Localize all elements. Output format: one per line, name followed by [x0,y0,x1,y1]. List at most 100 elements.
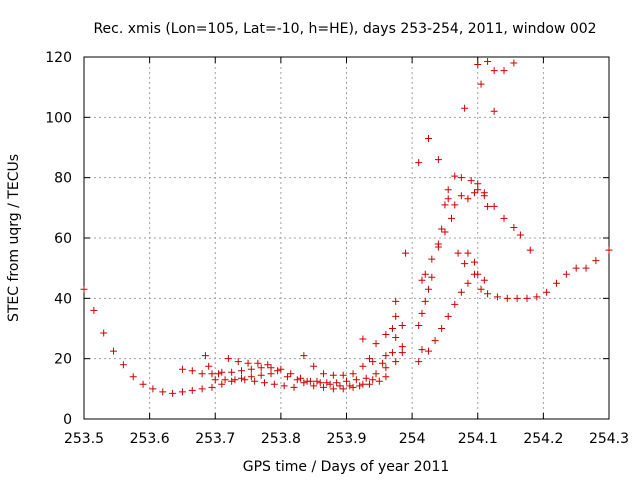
data-point [375,377,383,385]
data-point [448,214,455,222]
data-point [139,380,147,388]
data-point [238,374,245,382]
data-point [343,377,350,385]
data-point [451,300,459,308]
x-tick-label: 253.8 [261,431,301,447]
data-point [218,368,226,376]
data-point [277,365,285,373]
data-point [392,312,400,320]
data-point [454,249,462,257]
data-point [438,225,446,233]
data-point [444,195,452,203]
data-point [503,294,511,302]
data-point [310,382,318,390]
data-point [323,379,331,387]
data-point [244,359,252,367]
x-tick-label: 253.6 [130,431,170,447]
y-tick-label: 40 [54,291,72,307]
data-point [392,358,400,366]
data-point [434,156,442,164]
x-tick-label: 253.7 [195,431,235,447]
data-point [490,202,498,210]
data-point [231,376,239,384]
data-point [352,376,360,384]
data-point [605,246,613,254]
data-point [228,377,236,385]
data-point [80,285,88,293]
data-point [251,377,259,385]
data-point [247,373,255,381]
data-point [533,293,541,301]
grid [84,57,609,419]
x-tick-label: 254.3 [589,431,629,447]
x-tick-label: 254.2 [523,431,563,447]
data-point [493,293,501,301]
data-point [365,380,373,388]
y-tick-label: 20 [54,352,72,368]
data-point [490,67,498,75]
data-point [467,177,475,185]
data-point [451,172,459,180]
data-point [211,376,219,384]
data-point [274,367,282,375]
data-point [129,373,137,381]
data-point [224,355,232,363]
data-point [267,364,275,372]
tick-labels: 253.5 253.6 253.7 253.8 253.9 254 254.1 254.2 25… [45,50,629,447]
data-point [264,361,272,369]
data-point [464,195,472,203]
data-point [369,376,377,384]
data-point [425,347,433,355]
data-point [526,246,534,254]
data-point [444,312,452,320]
data-point [188,386,196,394]
data-point [516,231,524,239]
data-point [470,258,478,266]
data-point [415,159,423,167]
data-point [438,325,446,332]
data-point [418,309,426,317]
data-point [257,364,265,372]
data-point [523,294,531,302]
data-point [110,347,118,355]
data-point [365,355,373,363]
data-point [398,343,406,351]
data-point [313,377,321,385]
data-point [241,376,249,384]
data-point [434,240,442,248]
data-points [80,58,613,397]
data-point [418,346,426,354]
data-point [356,382,364,390]
data-point [421,297,429,305]
data-point [510,223,518,231]
data-point [382,331,390,339]
data-point [208,370,216,378]
data-point [326,380,334,388]
data-point [310,362,318,370]
data-point [398,349,406,357]
data-point [257,371,265,379]
data-point [402,249,410,257]
x-tick-label: 254.1 [458,431,498,447]
data-point [382,364,390,372]
data-point [388,349,396,357]
data-point [461,260,469,268]
data-point [329,371,337,379]
data-point [513,294,521,302]
data-point [303,377,311,385]
data-point [457,288,465,296]
data-point [441,228,449,236]
data-point [470,189,478,197]
data-point [178,388,186,396]
data-point [349,383,357,391]
data-point [198,370,206,378]
data-point [382,373,390,381]
data-point [369,358,377,366]
data-point [320,370,328,378]
data-point [234,358,242,366]
data-point [464,249,472,257]
data-point [290,383,298,391]
x-tick-label: 254 [399,431,426,447]
data-point [297,374,305,382]
